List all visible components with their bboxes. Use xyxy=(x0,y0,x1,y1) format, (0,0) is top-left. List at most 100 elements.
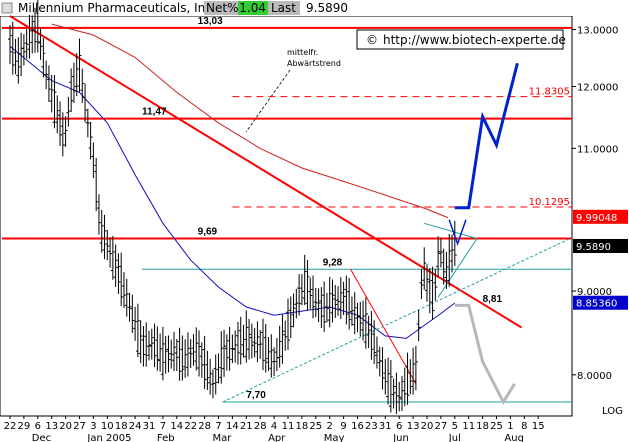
copyright-box: © http://www.biotech-experte.de xyxy=(356,29,566,50)
x-day-label-36: 1 xyxy=(507,421,513,432)
x-day-label-15: 7 xyxy=(215,421,221,432)
x-month-label-2: Feb xyxy=(157,433,175,442)
layer-level-labels: 13,03 11,47 9,69 9,28 8,81 7,70 11.8305 10.1295 xyxy=(142,16,570,401)
x-day-label-8: 18 xyxy=(115,421,128,432)
x-day-label-10: 31 xyxy=(143,421,156,432)
level-label-1: 11,47 xyxy=(142,107,167,118)
layer-projections xyxy=(448,62,519,406)
triangle-pattern xyxy=(424,222,478,298)
x-day-label-1: 29 xyxy=(18,421,31,432)
last-label: Last xyxy=(271,1,296,15)
price-badge-label-2: 8.85360 xyxy=(576,299,617,310)
copyright-url[interactable]: http://www.biotech-experte.de xyxy=(383,33,566,47)
x-day-label-11: 7 xyxy=(160,421,166,432)
y-tick-label-0: 13.0000 xyxy=(577,26,618,37)
x-day-label-16: 14 xyxy=(226,421,239,432)
x-day-label-12: 14 xyxy=(170,421,183,432)
net-label-box xyxy=(204,1,238,15)
x-day-label-6: 3 xyxy=(90,421,96,432)
x-day-label-31: 27 xyxy=(435,421,448,432)
header-strip: Millennium Pharmaceuticals, Inc. Net% 1.… xyxy=(0,0,629,16)
last-value: 9.5890 xyxy=(306,1,348,15)
price-badge-label-0: 9.99048 xyxy=(576,213,617,224)
x-day-label-18: 28 xyxy=(254,421,267,432)
y-axis-log-note: LOG xyxy=(602,406,623,417)
x-day-label-5: 27 xyxy=(73,421,86,432)
x-day-label-24: 9 xyxy=(340,421,346,432)
x-day-label-27: 31 xyxy=(379,421,392,432)
last-label-box xyxy=(268,1,300,15)
net-value: 1.04 xyxy=(239,1,266,15)
x-day-label-7: 10 xyxy=(101,421,114,432)
y-axis: 13.0000 12.0000 11.0000 9.0000 8.0000 LOG 9.99… xyxy=(572,26,628,417)
x-day-label-23: 2 xyxy=(327,421,333,432)
x-day-label-33: 11 xyxy=(462,421,475,432)
net-label: Net% xyxy=(206,1,238,15)
projection-up-hook xyxy=(448,219,467,246)
price-badge-label-1: 9.5890 xyxy=(576,242,611,253)
x-day-label-22: 25 xyxy=(309,421,322,432)
x-day-label-26: 23 xyxy=(365,421,378,432)
x-day-label-17: 21 xyxy=(240,421,253,432)
trend-note-pointer xyxy=(245,69,291,133)
moving-average-long xyxy=(51,23,449,219)
price-badge-0 xyxy=(573,209,628,224)
x-axis: 22 29 6 13 20 27 3 10 18 24 31 7 14 22 28 7 14 21 28 4 11 18 2… xyxy=(2,415,572,442)
y-tick-label-4: 8.0000 xyxy=(577,371,612,382)
x-month-label-6: Jun xyxy=(392,433,409,442)
level-label-5: 7,70 xyxy=(246,390,266,401)
layer-trendlines xyxy=(9,15,572,403)
x-day-label-13: 22 xyxy=(184,421,197,432)
downtrend-line xyxy=(9,15,523,329)
x-day-label-2: 6 xyxy=(35,421,41,432)
x-day-label-20: 11 xyxy=(282,421,295,432)
x-month-label-8: Aug xyxy=(504,433,524,442)
x-day-label-29: 13 xyxy=(407,421,420,432)
x-month-label-1: Jan 2005 xyxy=(86,433,131,442)
trend-note-line1: mittelfr. xyxy=(287,48,318,57)
y-tick-label-3: 9.0000 xyxy=(577,287,612,298)
x-day-label-25: 16 xyxy=(351,421,364,432)
projection-down-line xyxy=(454,303,516,406)
x-day-label-0: 22 xyxy=(4,421,17,432)
x-month-label-5: May xyxy=(324,433,345,442)
x-day-label-32: 5 xyxy=(452,421,458,432)
x-day-label-19: 4 xyxy=(271,421,277,432)
x-day-label-34: 18 xyxy=(476,421,489,432)
x-day-label-28: 6 xyxy=(396,421,402,432)
price-badge-1 xyxy=(573,238,628,253)
x-day-label-3: 13 xyxy=(45,421,58,432)
projection-up-line xyxy=(454,62,519,210)
x-day-label-38: 15 xyxy=(532,421,545,432)
y-tick-label-1: 12.0000 xyxy=(577,82,618,93)
x-month-label-3: Mar xyxy=(213,433,233,442)
trend-note-line2: Abwärtstrend xyxy=(287,59,341,68)
net-value-box xyxy=(238,1,268,15)
target-label-0: 11.8305 xyxy=(529,87,570,98)
price-badge-2 xyxy=(573,295,628,310)
x-day-label-4: 20 xyxy=(59,421,72,432)
x-day-label-21: 18 xyxy=(296,421,309,432)
level-label-3: 9,28 xyxy=(323,257,343,268)
x-day-label-9: 24 xyxy=(129,421,142,432)
level-label-4: 8,81 xyxy=(483,294,503,305)
layer-moving-averages xyxy=(9,23,456,339)
plot-frame xyxy=(0,15,573,417)
ticker-name: Millennium Pharmaceuticals, Inc. xyxy=(18,1,216,15)
chart-menu-icon[interactable] xyxy=(1,2,13,14)
target-label-1: 10.1295 xyxy=(529,197,570,208)
x-month-label-4: Apr xyxy=(268,433,286,442)
x-month-label-0: Dec xyxy=(32,433,51,442)
layer-price-bars xyxy=(8,0,457,414)
x-day-label-35: 25 xyxy=(490,421,503,432)
moving-average-short xyxy=(9,45,456,339)
copyright-icon: © xyxy=(366,33,378,47)
level-label-0: 13,03 xyxy=(198,16,223,27)
x-month-label-7: Jul xyxy=(448,433,461,442)
uptrend-support-dashed xyxy=(222,237,572,403)
x-day-label-37: 8 xyxy=(521,421,527,432)
y-tick-label-2: 11.0000 xyxy=(577,144,618,155)
x-day-label-14: 28 xyxy=(198,421,211,432)
x-day-label-30: 20 xyxy=(421,421,434,432)
